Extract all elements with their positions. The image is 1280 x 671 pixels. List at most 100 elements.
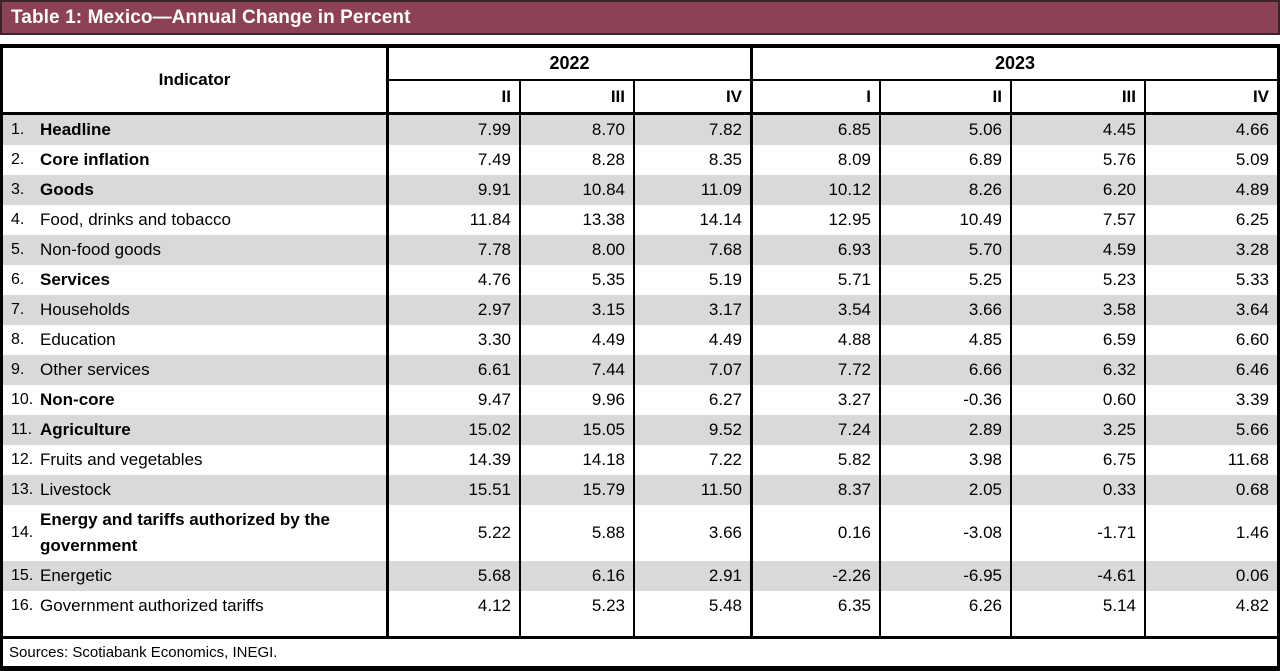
row-number: 11.: [11, 421, 33, 438]
value-cell: 2.97: [389, 295, 521, 325]
row-label: Food, drinks and tobacco: [40, 210, 231, 229]
value-cell: 14.39: [389, 445, 521, 475]
indicator-cell: 15. Energetic: [3, 561, 389, 591]
indicator-cell: 3. Goods: [3, 175, 389, 205]
value-cell: 7.68: [635, 235, 753, 265]
row-label: Education: [40, 330, 116, 349]
row-number: 10.: [11, 391, 34, 408]
indicator-cell: 4. Food, drinks and tobacco: [3, 205, 389, 235]
indicator-cell: 9. Other services: [3, 355, 389, 385]
table-footer: Sources: Scotiabank Economics, INEGI.: [3, 636, 1277, 666]
sources-note: Sources: Scotiabank Economics, INEGI.: [9, 644, 278, 661]
quarter-header-row: II III IV: [389, 81, 750, 112]
value-cell: 6.27: [635, 385, 753, 415]
table-title: Table 1: Mexico—Annual Change in Percent: [11, 6, 411, 28]
table-row: 8. Education 3.30 4.49 4.49 4.88 4.85 6.59 6.60: [3, 325, 1277, 355]
table-row: 1. Headline 7.99 8.70 7.82 6.85 5.06 4.45 4.66: [3, 115, 1277, 145]
row-number: 3.: [11, 181, 25, 198]
quarter-column-header: III: [521, 81, 635, 112]
value-cell: 5.19: [635, 265, 753, 295]
row-label: Energetic: [40, 566, 112, 585]
value-cell: 0.33: [1012, 475, 1146, 505]
indicator-cell: 5. Non-food goods: [3, 235, 389, 265]
table-row: 3. Goods 9.91 10.84 11.09 10.12 8.26 6.20 4.89: [3, 175, 1277, 205]
value-cell: 6.75: [1012, 445, 1146, 475]
table-row: 2. Core inflation 7.49 8.28 8.35 8.09 6.89 5.76…: [3, 145, 1277, 175]
indicator-cell: 8. Education: [3, 325, 389, 355]
value-cell: 6.16: [521, 561, 635, 591]
value-cell: 4.89: [1235, 180, 1269, 199]
value-cell: 5.68: [389, 561, 521, 591]
indicator-column-header: Indicator: [3, 48, 389, 112]
value-cell: 3.25: [1012, 415, 1146, 445]
value-cell: 14.18: [521, 445, 635, 475]
value-cell: 0.06: [1235, 566, 1269, 585]
value-cell: 7.82: [635, 115, 753, 145]
value-cell: 6.85: [753, 115, 881, 145]
value-cell: 8.09: [753, 145, 881, 175]
value-cell: 14.14: [635, 205, 753, 235]
year-group-2022: 2022 II III IV: [389, 48, 753, 112]
table-row: 16. Government authorized tariffs 4.12 5.23…: [3, 591, 1277, 621]
value-cell: 12.95: [753, 205, 881, 235]
value-cell: 6.66: [881, 355, 1012, 385]
row-label: Goods: [40, 180, 94, 199]
value-cell: 5.22: [389, 505, 521, 561]
value-cell: 0.68: [1235, 480, 1269, 499]
value-cell: 6.46: [1235, 360, 1269, 379]
value-cell: 0.60: [1012, 385, 1146, 415]
row-number: 13.: [11, 481, 34, 498]
value-cell: 15.02: [389, 415, 521, 445]
value-cell: 11.84: [389, 205, 521, 235]
indicator-cell: 1. Headline: [3, 115, 389, 145]
value-cell: 6.20: [1012, 175, 1146, 205]
value-cell: 3.66: [881, 295, 1012, 325]
row-number: 15.: [11, 567, 34, 584]
value-cell: 6.32: [1012, 355, 1146, 385]
value-cell: 5.25: [881, 265, 1012, 295]
value-cell: 5.88: [521, 505, 635, 561]
value-cell: 3.15: [521, 295, 635, 325]
row-number: 5.: [11, 241, 25, 258]
quarter-column-header: II: [881, 81, 1012, 112]
value-cell: -1.71: [1012, 505, 1146, 561]
value-cell: 2.89: [881, 415, 1012, 445]
row-number: 7.: [11, 301, 25, 318]
indicator-cell: 7. Households: [3, 295, 389, 325]
table-row: 6. Services 4.76 5.35 5.19 5.71 5.25 5.23 5.33: [3, 265, 1277, 295]
value-cell: 15.79: [521, 475, 635, 505]
row-label: Non-core: [40, 390, 115, 409]
value-cell: -0.36: [881, 385, 1012, 415]
value-cell: 9.91: [389, 175, 521, 205]
value-cell: 4.49: [635, 325, 753, 355]
value-cell: 9.47: [389, 385, 521, 415]
value-cell: 3.54: [753, 295, 881, 325]
indicator-cell: 14. Energy and tariffs authorized by the …: [3, 505, 389, 561]
value-cell: -4.61: [1012, 561, 1146, 591]
table-title-bar: Table 1: Mexico—Annual Change in Percent: [0, 0, 1280, 35]
row-number: 1.: [11, 121, 25, 138]
value-cell: 3.64: [1235, 300, 1269, 319]
value-cell: 7.22: [635, 445, 753, 475]
value-cell: 11.09: [635, 175, 753, 205]
value-cell: 4.85: [881, 325, 1012, 355]
row-label: Households: [40, 300, 130, 319]
indicator-cell: 10. Non-core: [3, 385, 389, 415]
value-cell: 6.60: [1235, 330, 1269, 349]
value-cell: 6.59: [1012, 325, 1146, 355]
value-cell: 6.26: [881, 591, 1012, 621]
value-cell: 7.99: [389, 115, 521, 145]
value-cell: 5.70: [881, 235, 1012, 265]
value-cell: 5.71: [753, 265, 881, 295]
value-cell: 2.05: [881, 475, 1012, 505]
value-cell: 5.66: [1235, 420, 1269, 439]
value-cell: 8.70: [521, 115, 635, 145]
value-cell: 4.66: [1235, 120, 1269, 139]
row-label: Fruits and vegetables: [40, 450, 203, 469]
indicator-cell: 11. Agriculture: [3, 415, 389, 445]
spacer-row: [3, 621, 1277, 636]
value-cell: 9.52: [635, 415, 753, 445]
value-cell: 7.44: [521, 355, 635, 385]
table-row: 15. Energetic 5.68 6.16 2.91 -2.26 -6.95 -4.61 0…: [3, 561, 1277, 591]
row-label: Other services: [40, 360, 150, 379]
